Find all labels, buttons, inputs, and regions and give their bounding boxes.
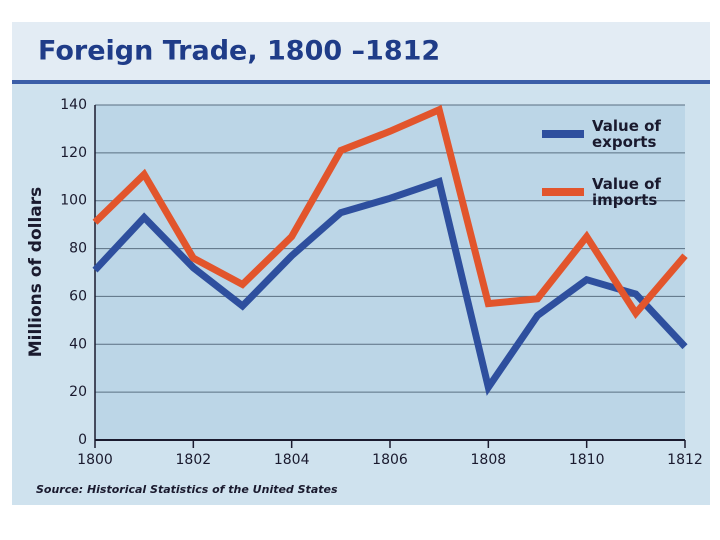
x-tick-label: 1806 [372, 452, 408, 468]
data-line [92, 104, 688, 320]
x-tick-label: 1802 [176, 452, 212, 468]
legend-swatch [542, 130, 584, 138]
y-tick-label: 0 [78, 432, 87, 448]
y-tick-label: 40 [69, 336, 87, 352]
y-tick-label: 80 [69, 241, 87, 257]
y-tick-label: 20 [69, 384, 87, 400]
title-band [12, 22, 710, 82]
x-tick-label: 1812 [667, 452, 703, 468]
x-tick-label: 1808 [471, 452, 507, 468]
legend-label: Value of exports [592, 117, 661, 151]
y-tick-label: 60 [69, 288, 87, 304]
legend-label: Value of imports [592, 175, 661, 209]
title-rule [12, 80, 710, 84]
x-tick-label: 1804 [274, 452, 310, 468]
plot-area [95, 105, 685, 440]
y-axis-label: Millions of dollars [26, 187, 46, 358]
y-tick-label: 120 [60, 145, 87, 161]
data-line [92, 177, 688, 396]
legend-swatch [542, 188, 584, 196]
y-tick-label: 140 [60, 97, 87, 113]
x-tick-label: 1800 [77, 452, 113, 468]
y-tick-label: 100 [60, 193, 87, 209]
source-note: Source: Historical Statistics of the Uni… [36, 483, 338, 496]
chart-title: Foreign Trade, 1800 –1812 [38, 36, 440, 67]
x-tick-label: 1810 [569, 452, 605, 468]
